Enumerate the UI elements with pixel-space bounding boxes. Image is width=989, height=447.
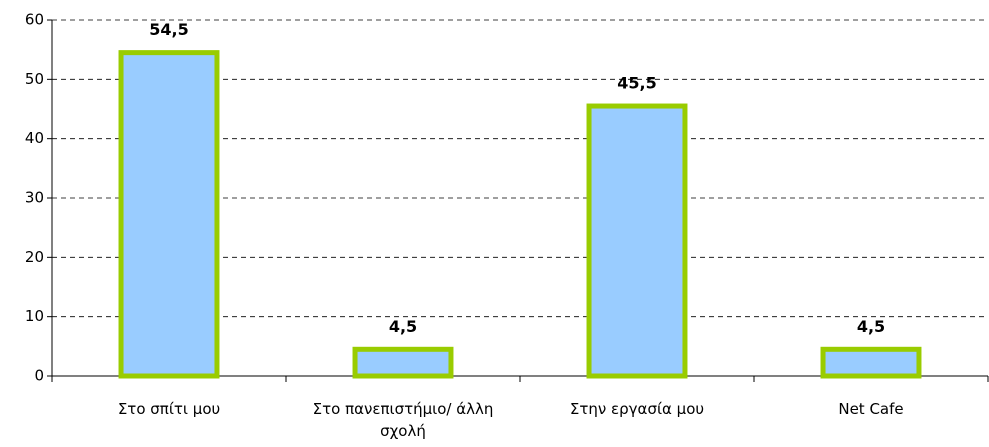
x-tick-label: Net Cafe [838,400,904,418]
y-tick-label: 40 [25,129,44,147]
y-tick-label: 30 [25,189,44,207]
y-tick-label: 20 [25,248,44,266]
bar [820,346,922,379]
bar [352,346,454,379]
y-tick-label: 50 [25,70,44,88]
x-tick-label: Στο σπίτι μου [117,400,221,418]
bar [586,103,688,379]
value-label: 4,5 [857,317,885,336]
y-tick-label: 10 [25,307,44,325]
value-label: 54,5 [149,20,188,39]
x-tick-label: Στο πανεπιστήμιο/ άλλη σχολή [312,400,494,440]
x-tick-label: Στην εργασία μου [569,400,705,418]
value-label: 45,5 [617,74,656,93]
y-tick-label: 60 [25,11,44,29]
value-label: 4,5 [389,317,417,336]
y-tick-label: 0 [34,367,44,385]
bar [118,50,220,379]
